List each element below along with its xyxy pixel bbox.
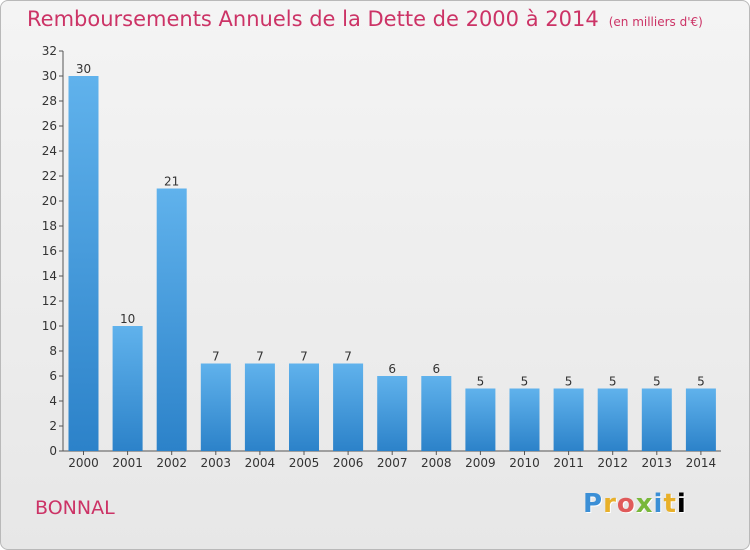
data-label: 5 <box>609 375 617 389</box>
y-tick-label: 0 <box>49 444 57 458</box>
data-label: 21 <box>164 175 179 189</box>
bar <box>465 388 496 451</box>
x-tick-label: 2000 <box>68 456 99 470</box>
bar <box>244 363 275 451</box>
y-tick-label: 30 <box>42 69 57 83</box>
chart-labels: 2000 30 2001 10 2002 21 2003 7 2004 7 2005 7 2006 7 20… <box>68 62 716 470</box>
bar <box>509 388 540 451</box>
chart-title: Remboursements Annuels de la Dette de 20… <box>27 7 703 31</box>
x-tick-label: 2014 <box>686 456 717 470</box>
x-tick-label: 2002 <box>156 456 187 470</box>
x-tick-label: 2007 <box>377 456 408 470</box>
data-label: 7 <box>256 350 264 364</box>
data-label: 7 <box>212 350 220 364</box>
y-tick-label: 4 <box>49 394 57 408</box>
x-tick-label: 2008 <box>421 456 452 470</box>
x-tick-label: 2001 <box>112 456 143 470</box>
y-tick-label: 16 <box>42 244 57 258</box>
bar <box>421 376 452 451</box>
x-tick-label: 2009 <box>465 456 496 470</box>
y-tick-label: 12 <box>42 294 57 308</box>
y-tick-label: 20 <box>42 194 57 208</box>
y-tick-label: 26 <box>42 119 57 133</box>
data-label: 6 <box>388 362 396 376</box>
bar <box>156 188 187 451</box>
bar <box>641 388 672 451</box>
chart-subtitle: (en milliers d'€) <box>608 15 703 29</box>
bar <box>685 388 716 451</box>
bar <box>200 363 231 451</box>
x-tick-label: 2011 <box>553 456 584 470</box>
bar <box>112 326 143 451</box>
y-tick-label: 8 <box>49 344 57 358</box>
commune-name: BONNAL <box>35 497 115 519</box>
y-tick-label: 32 <box>42 44 57 58</box>
y-tick-label: 28 <box>42 94 57 108</box>
data-label: 5 <box>521 375 529 389</box>
data-label: 10 <box>120 312 135 326</box>
bar <box>289 363 319 451</box>
data-label: 7 <box>344 350 352 364</box>
bar <box>553 388 584 451</box>
proxiti-logo: Proxiti <box>583 489 687 519</box>
y-tick-label: 14 <box>42 269 57 283</box>
data-label: 6 <box>432 362 440 376</box>
chart-title-text: Remboursements Annuels de la Dette de 20… <box>27 7 599 31</box>
data-label: 5 <box>653 375 661 389</box>
data-label: 5 <box>697 375 705 389</box>
bar <box>597 388 628 451</box>
chart-bars <box>68 76 716 451</box>
x-tick-label: 2013 <box>642 456 673 470</box>
x-tick-label: 2006 <box>333 456 364 470</box>
y-tick-label: 6 <box>49 369 57 383</box>
data-label: 7 <box>300 350 308 364</box>
y-tick-label: 24 <box>42 144 57 158</box>
y-tick-label: 10 <box>42 319 57 333</box>
bar <box>68 76 99 451</box>
y-tick-label: 18 <box>42 219 57 233</box>
data-label: 5 <box>477 375 485 389</box>
bar <box>333 363 364 451</box>
bar <box>377 376 408 451</box>
x-tick-label: 2012 <box>597 456 628 470</box>
y-tick-label: 2 <box>49 419 57 433</box>
x-tick-label: 2004 <box>245 456 276 470</box>
data-label: 5 <box>565 375 573 389</box>
data-label: 30 <box>76 62 91 76</box>
x-tick-label: 2010 <box>509 456 540 470</box>
x-tick-label: 2003 <box>201 456 232 470</box>
x-tick-label: 2005 <box>289 456 320 470</box>
y-tick-label: 22 <box>42 169 57 183</box>
